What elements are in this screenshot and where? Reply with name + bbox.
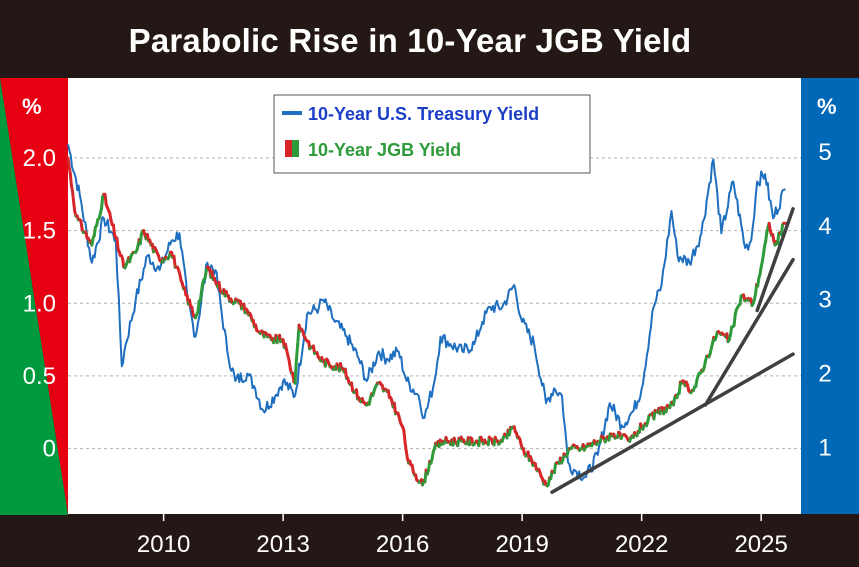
jgb-segment bbox=[115, 236, 120, 251]
left-axis: 2.0 1.5 1.0 0.5 0 bbox=[23, 145, 56, 463]
right-tick-label: 4 bbox=[818, 213, 831, 240]
legend-ust-label: 10-Year U.S. Treasury Yield bbox=[308, 104, 539, 124]
trend-line bbox=[550, 352, 795, 494]
jgb-segment bbox=[293, 358, 298, 385]
legend: 10-Year U.S. Treasury Yield 10-Year JGB … bbox=[273, 94, 591, 174]
jgb-segment bbox=[100, 195, 105, 211]
jgb-segment bbox=[294, 342, 300, 362]
x-tick-label: 2010 bbox=[137, 531, 190, 558]
left-tick-label: 1.5 bbox=[23, 218, 56, 245]
jgb-segment bbox=[779, 223, 785, 236]
x-tick-label: 2025 bbox=[734, 531, 787, 558]
x-tick-label: 2022 bbox=[615, 531, 668, 558]
trend-lines bbox=[550, 207, 795, 494]
jgb-segment bbox=[72, 201, 77, 214]
jgb-segment bbox=[71, 190, 76, 204]
jgb-segment bbox=[138, 232, 143, 246]
x-tick-label: 2016 bbox=[376, 531, 429, 558]
x-axis: 2010 2013 2016 2019 2022 2025 bbox=[137, 514, 788, 558]
jgb-segment bbox=[196, 299, 201, 314]
jgb-segment bbox=[392, 401, 397, 416]
right-tick-label: 1 bbox=[818, 434, 831, 461]
right-axis-strip bbox=[801, 78, 859, 514]
right-tick-label: 2 bbox=[818, 361, 831, 388]
legend-jgb-swatch-red bbox=[285, 140, 292, 157]
jgb-segment bbox=[402, 428, 407, 444]
jgb-segment bbox=[776, 231, 781, 246]
jgb-segment bbox=[68, 172, 73, 187]
left-axis-unit: % bbox=[22, 94, 42, 119]
series-jgb bbox=[66, 156, 787, 488]
right-axis: 5 4 3 2 1 bbox=[818, 139, 831, 462]
left-tick-label: 1.0 bbox=[23, 290, 56, 317]
left-tick-label: 0.5 bbox=[23, 363, 56, 390]
trend-line bbox=[755, 207, 795, 313]
jgb-segment bbox=[732, 312, 737, 327]
left-tick-label: 0 bbox=[43, 436, 56, 463]
jgb-segment bbox=[172, 254, 177, 269]
right-tick-label: 3 bbox=[818, 287, 831, 314]
chart-title: Parabolic Rise in 10-Year JGB Yield bbox=[128, 22, 692, 59]
jgb-segment bbox=[343, 367, 349, 380]
left-axis-strip-green bbox=[0, 78, 68, 515]
legend-jgb-label: 10-Year JGB Yield bbox=[308, 140, 461, 160]
jgb-segment bbox=[403, 440, 408, 453]
right-axis-unit: % bbox=[817, 94, 837, 119]
jgb-segment bbox=[111, 223, 117, 237]
jgb-segment bbox=[103, 192, 108, 207]
x-tick-label: 2013 bbox=[256, 531, 309, 558]
legend-jgb-swatch-green bbox=[292, 140, 299, 157]
right-tick-label: 5 bbox=[818, 139, 831, 166]
jgb-segment bbox=[552, 462, 558, 475]
legend-box bbox=[273, 94, 591, 174]
x-tick-label: 2019 bbox=[495, 531, 548, 558]
left-tick-label: 2.0 bbox=[23, 145, 56, 172]
trend-line bbox=[703, 257, 795, 407]
